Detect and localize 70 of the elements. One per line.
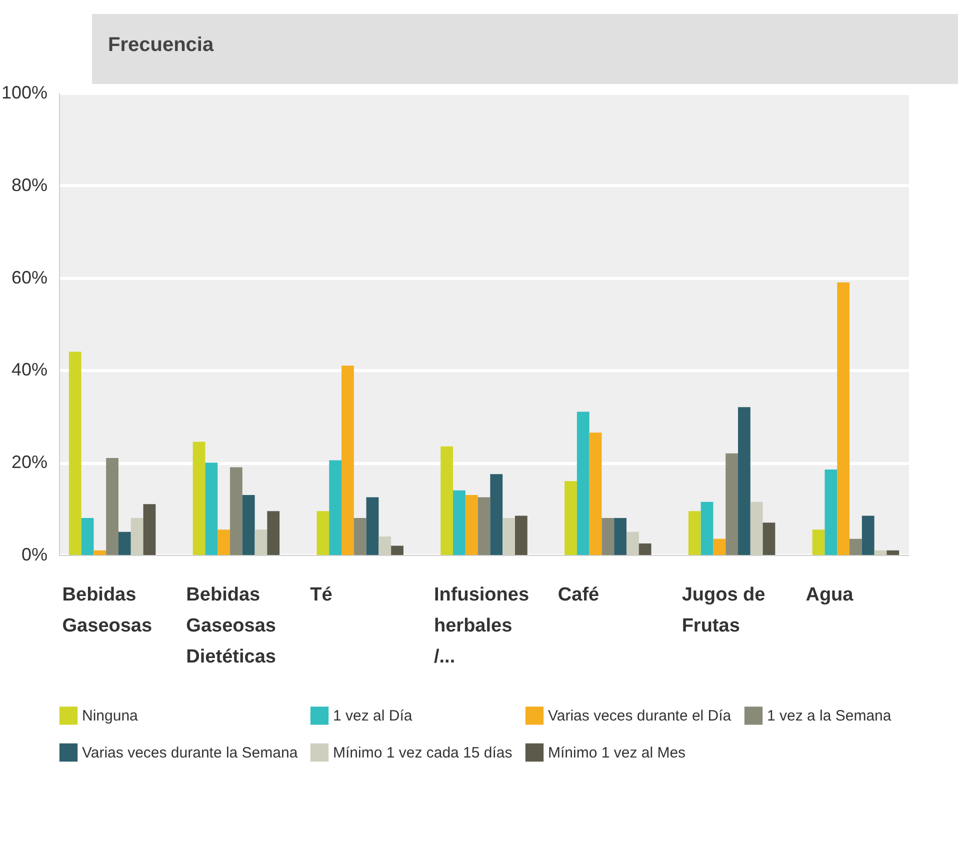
bar bbox=[242, 494, 255, 555]
bar bbox=[726, 453, 738, 555]
bar bbox=[316, 511, 330, 555]
bar bbox=[576, 412, 590, 555]
bar bbox=[192, 442, 206, 555]
bar bbox=[750, 502, 763, 555]
bar bbox=[106, 458, 118, 555]
bar bbox=[589, 432, 602, 555]
bar bbox=[230, 467, 242, 555]
bar bbox=[688, 511, 701, 555]
bar bbox=[130, 518, 144, 555]
legend-label: 1 vez a la Semana bbox=[767, 708, 892, 725]
bar bbox=[94, 550, 106, 555]
bar bbox=[118, 532, 131, 555]
legend-label: Mínimo 1 vez cada 15 días bbox=[333, 744, 512, 762]
legend-label: Varias veces durante el Día bbox=[548, 708, 732, 725]
bar bbox=[837, 282, 850, 555]
bar bbox=[638, 543, 652, 555]
bar bbox=[218, 530, 230, 555]
bar bbox=[81, 518, 94, 555]
bar bbox=[490, 474, 503, 555]
bar bbox=[329, 460, 342, 555]
bar bbox=[254, 530, 268, 555]
bar bbox=[602, 518, 614, 555]
bar bbox=[502, 518, 515, 555]
bar bbox=[626, 532, 639, 555]
bar bbox=[205, 462, 218, 555]
bar bbox=[378, 536, 392, 555]
bar bbox=[366, 497, 379, 555]
bar bbox=[862, 516, 874, 555]
bar bbox=[514, 516, 528, 555]
bar bbox=[762, 522, 776, 555]
x-tick-label: Bebidas Gaseosas Dietéticas bbox=[186, 584, 276, 668]
bar bbox=[342, 366, 354, 555]
bar bbox=[700, 502, 714, 555]
bar bbox=[812, 530, 825, 555]
x-tick-label: Agua bbox=[806, 584, 854, 606]
bar bbox=[453, 490, 466, 555]
x-tick-label: Té bbox=[310, 584, 332, 606]
y-tick-label: 100% bbox=[1, 82, 48, 102]
y-tick-label: 40% bbox=[11, 360, 48, 380]
legend-label: Ninguna bbox=[82, 708, 139, 725]
chart-title: Frecuencia bbox=[108, 34, 214, 57]
bar bbox=[886, 550, 900, 555]
x-tick-label: Bebidas Gaseosas bbox=[62, 584, 152, 636]
bar bbox=[465, 494, 478, 555]
bar bbox=[68, 352, 82, 555]
bar bbox=[564, 481, 577, 555]
bar bbox=[614, 518, 626, 555]
bar bbox=[478, 497, 490, 555]
legend-label: 1 vez al Día bbox=[333, 708, 413, 725]
bar bbox=[713, 538, 726, 555]
bar bbox=[143, 504, 156, 555]
x-tick-label: Jugos de Frutas bbox=[682, 584, 766, 636]
bar bbox=[391, 546, 404, 555]
bar bbox=[267, 511, 280, 555]
bar bbox=[850, 538, 862, 555]
y-tick-label: 60% bbox=[11, 267, 48, 288]
x-tick-label: Infusiones herbales /... bbox=[434, 584, 530, 668]
y-tick-label: 0% bbox=[21, 544, 48, 564]
y-tick-label: 20% bbox=[11, 452, 48, 472]
bar bbox=[440, 446, 454, 555]
bar bbox=[738, 407, 750, 555]
bar bbox=[354, 518, 366, 555]
x-tick-label: Café bbox=[558, 584, 600, 606]
legend-label: Varias veces durante la Semana bbox=[82, 744, 298, 762]
bar bbox=[874, 550, 887, 555]
legend-label: Mínimo 1 vez al Mes bbox=[548, 744, 686, 762]
bar bbox=[824, 470, 838, 555]
y-tick-label: 80% bbox=[11, 174, 48, 195]
